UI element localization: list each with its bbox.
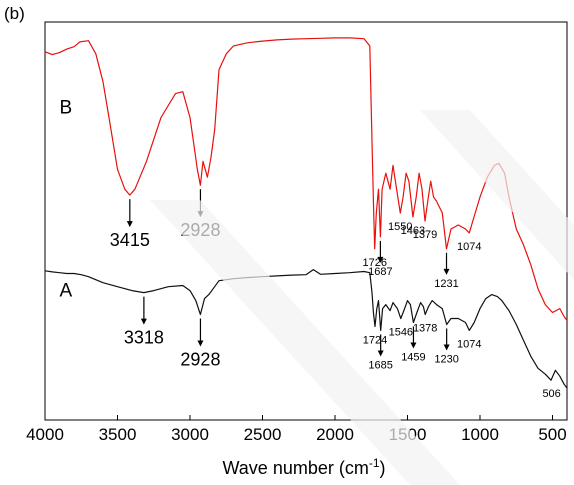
annotation-arrowhead: [377, 350, 384, 357]
series-label-B: B: [60, 98, 73, 119]
annotation-arrowhead: [410, 342, 417, 349]
annotation-arrowhead: [377, 256, 384, 263]
x-tick-label: 4000: [26, 425, 64, 444]
annotation-arrowhead: [443, 344, 450, 351]
peak-label: 506: [542, 388, 560, 400]
series-line-A: [44, 269, 568, 389]
x-axis-label-text: Wave number (cm: [222, 458, 368, 478]
peak-label: 1459: [401, 351, 425, 363]
watermark-stripe-2: [420, 110, 574, 280]
peak-label: 1463: [401, 225, 425, 237]
peak-label: 1546: [389, 327, 413, 339]
peak-label: 1378: [413, 323, 437, 335]
annotation-arrowhead: [126, 221, 133, 228]
x-tick-label: 3000: [171, 425, 209, 444]
peak-label: 1687: [368, 266, 392, 278]
x-tick-label: 3500: [99, 425, 137, 444]
watermark-stripe-1: [150, 200, 460, 485]
annotation-arrowhead: [197, 340, 204, 347]
series-line-B: [44, 37, 568, 321]
peak-label: 3415: [110, 230, 150, 250]
peak-label: 1379: [413, 229, 437, 241]
x-tick-label: 1000: [461, 425, 499, 444]
x-tick-label: 500: [538, 425, 566, 444]
x-axis-label-sup: -1: [369, 456, 380, 470]
series-label-A: A: [60, 281, 73, 302]
series-layer: BA: [44, 37, 568, 389]
x-axis-label: Wave number (cm-1): [222, 456, 385, 478]
peak-label: 1074: [457, 241, 481, 253]
x-tick-label: 2500: [244, 425, 282, 444]
peak-label: 1230: [434, 353, 458, 365]
annotation-arrowhead: [443, 268, 450, 275]
x-axis-label-close: ): [380, 458, 386, 478]
annotation-arrowhead: [140, 318, 147, 325]
peak-label: 1685: [368, 359, 392, 371]
panel-label: (b): [4, 4, 25, 23]
peak-label: 3318: [124, 328, 164, 348]
peak-label: 1074: [457, 338, 481, 350]
peak-label: 1231: [434, 278, 458, 290]
x-tick-label: 2000: [316, 425, 354, 444]
peak-label: 2928: [180, 350, 220, 370]
peak-label: 1550: [388, 221, 412, 233]
